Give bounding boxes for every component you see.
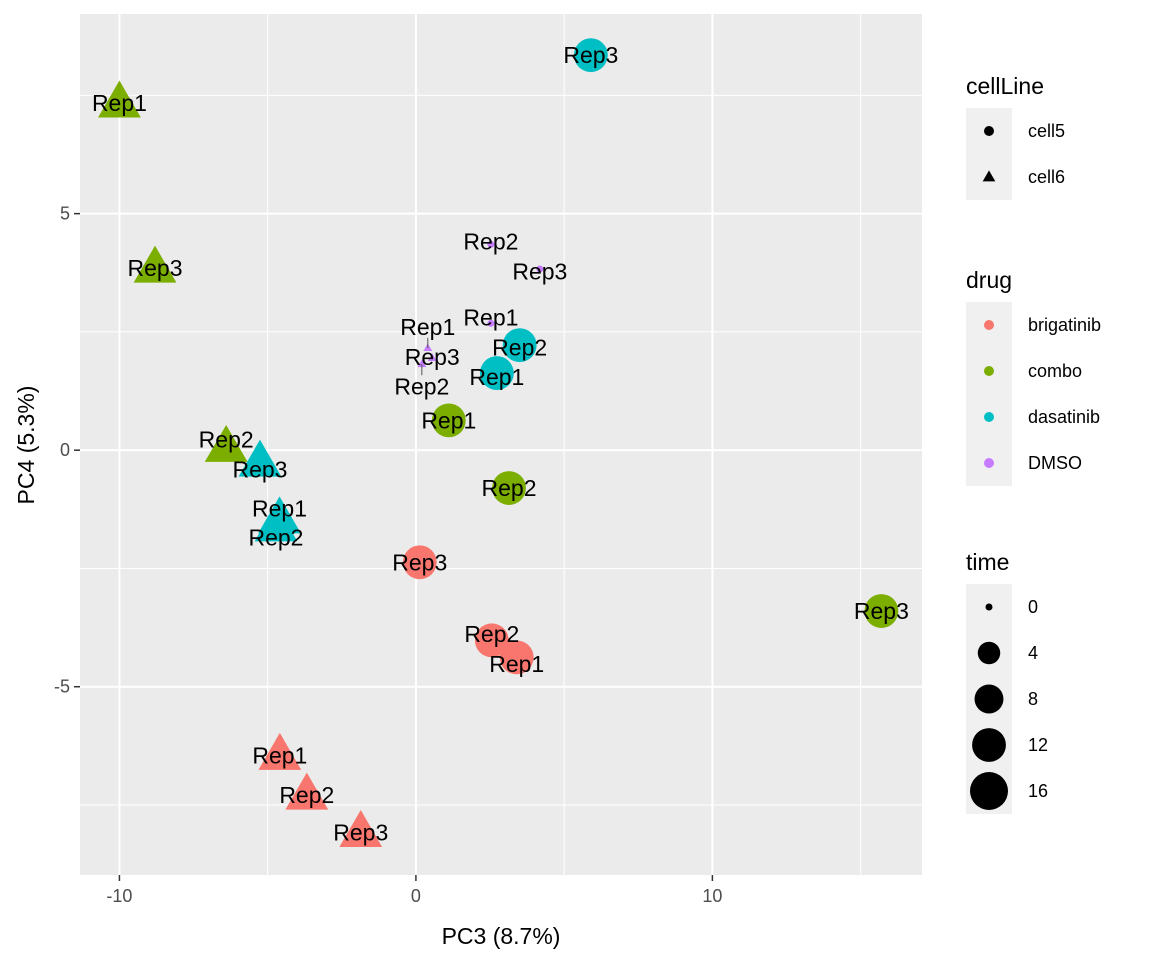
data-point-combo-cell5 <box>431 403 466 438</box>
data-point-DMSO-cell6 <box>417 359 427 368</box>
point-label: Rep1 <box>400 314 455 340</box>
legend-key-time-8 <box>974 684 1004 714</box>
legend-key-background <box>966 302 1012 486</box>
y-tick-label: 5 <box>60 204 70 224</box>
legend-label-time: 16 <box>1028 781 1048 801</box>
data-point-brigatinib-cell6 <box>339 810 383 848</box>
legend-title-drug: drug <box>966 267 1012 293</box>
point-label: Rep1 <box>252 742 307 768</box>
legend-key-brigatinib <box>984 320 994 330</box>
legend-key-cell5 <box>984 126 994 136</box>
data-point-dasatinib-cell5 <box>573 38 608 73</box>
data-point-combo-cell5 <box>492 471 526 505</box>
x-tick-label: -10 <box>106 886 132 906</box>
data-point-DMSO-cell6 <box>427 353 437 361</box>
data-point-DMSO-cell5 <box>487 240 495 248</box>
point-label: Rep1 <box>463 304 518 330</box>
point-label: Rep3 <box>333 819 388 845</box>
point-label: Rep3 <box>563 42 618 68</box>
legend-key-time-0 <box>985 603 993 611</box>
point-label: Rep3 <box>232 457 287 483</box>
legend-key-DMSO <box>984 458 994 468</box>
legend-label-drug: dasatinib <box>1028 407 1100 427</box>
legend-label-time: 4 <box>1028 643 1038 663</box>
y-tick-label: 0 <box>60 440 70 460</box>
point-label: Rep3 <box>854 598 909 624</box>
data-point-DMSO-cell5 <box>536 265 544 273</box>
legend-key-combo <box>984 366 994 376</box>
data-point-combo-cell6 <box>133 245 177 283</box>
legend-key-cell6 <box>982 170 996 182</box>
legend-label-time: 0 <box>1028 597 1038 617</box>
point-label: Rep2 <box>464 621 519 647</box>
point-label: Rep3 <box>128 255 183 281</box>
point-label: Rep2 <box>463 229 518 255</box>
point-label: Rep2 <box>394 373 449 399</box>
point-label: Rep3 <box>512 259 567 285</box>
data-point-DMSO-cell5 <box>487 319 495 327</box>
legend-title-cellLine: cellLine <box>966 73 1044 99</box>
point-label: Rep2 <box>279 782 334 808</box>
point-label: Rep3 <box>392 549 447 575</box>
data-point-brigatinib-cell6 <box>285 772 329 810</box>
legend-title-time: time <box>966 549 1009 575</box>
data-point-brigatinib-cell5 <box>474 623 509 658</box>
y-tick-label: -5 <box>54 677 70 697</box>
data-point-combo-cell5 <box>864 594 899 628</box>
data-point-brigatinib-cell6 <box>258 732 302 770</box>
legend-label-drug: combo <box>1028 361 1082 381</box>
data-point-brigatinib-cell5 <box>402 545 437 580</box>
point-label: Rep2 <box>248 524 303 550</box>
point-label: Rep1 <box>469 364 524 390</box>
point-label: Rep2 <box>482 475 537 501</box>
data-point-dasatinib-cell6 <box>238 439 282 477</box>
y-axis-title: PC4 (5.3%) <box>13 386 39 505</box>
data-point-dasatinib-cell5 <box>479 356 514 390</box>
point-label: Rep2 <box>199 427 254 453</box>
legend-label-cellLine: cell6 <box>1028 167 1065 187</box>
point-label: Rep1 <box>92 90 147 116</box>
point-label: Rep1 <box>489 651 544 677</box>
x-tick-label: 10 <box>702 886 722 906</box>
legend-key-background <box>966 108 1012 200</box>
x-axis-title: PC3 (8.7%) <box>442 923 561 949</box>
legend-label-drug: brigatinib <box>1028 315 1101 335</box>
legend-key-time-12 <box>972 728 1006 762</box>
legend-label-drug: DMSO <box>1028 453 1082 473</box>
point-label: Rep1 <box>252 495 307 521</box>
data-point-brigatinib-cell5 <box>499 640 534 675</box>
data-point-dasatinib-cell6 <box>254 504 298 542</box>
data-point-combo-cell6 <box>204 424 248 462</box>
point-label: Rep3 <box>405 344 460 370</box>
legend-label-time: 12 <box>1028 735 1048 755</box>
legend-key-dasatinib <box>984 412 994 422</box>
legend-key-time-16 <box>970 772 1008 810</box>
point-label: Rep2 <box>492 334 547 360</box>
data-point-dasatinib-cell5 <box>502 328 537 363</box>
legend-key-time-4 <box>977 641 1001 665</box>
point-label: Rep1 <box>421 407 476 433</box>
x-tick-label: 0 <box>411 886 421 906</box>
data-point-combo-cell6 <box>98 80 141 118</box>
legend-label-time: 8 <box>1028 689 1038 709</box>
legend-label-cellLine: cell5 <box>1028 121 1065 141</box>
